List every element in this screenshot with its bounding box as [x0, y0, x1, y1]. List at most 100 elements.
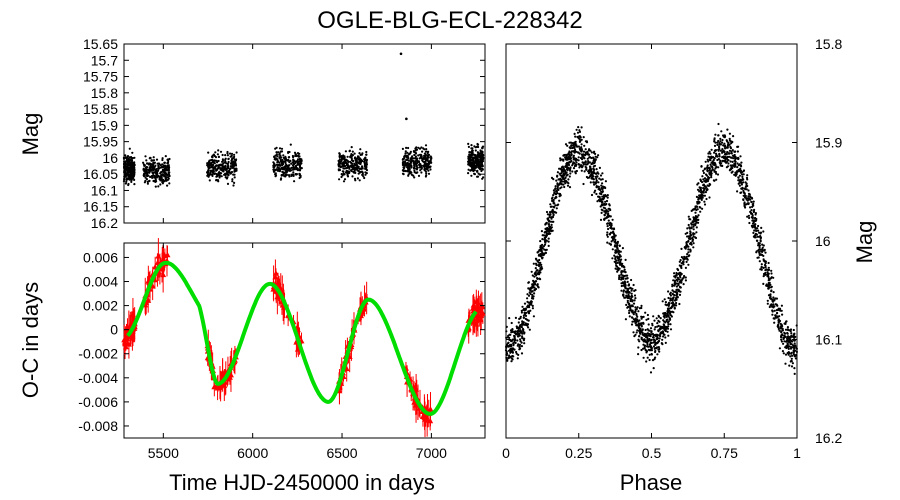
phase-point [717, 158, 721, 161]
phase-point [631, 300, 634, 303]
lc-point [210, 164, 213, 167]
phase-point [772, 317, 775, 320]
phase-point [608, 233, 612, 236]
lc-point [481, 153, 484, 156]
phase-point [570, 154, 573, 157]
phase-point [563, 185, 566, 189]
phase-point [762, 266, 765, 269]
lc-point [342, 172, 345, 175]
lc-point [159, 183, 162, 186]
phase-point [698, 186, 701, 189]
phase-point [640, 317, 643, 320]
phase-point [594, 189, 597, 192]
phase-point [532, 286, 535, 289]
phase-point [783, 335, 786, 338]
lc-point [146, 182, 149, 185]
phase-point [720, 164, 724, 167]
phase-point [609, 226, 612, 229]
lc-point [410, 164, 413, 167]
lc-point [294, 165, 298, 168]
lc-point [226, 182, 230, 185]
phase-point [598, 200, 602, 203]
phase-point [539, 255, 542, 258]
lc-point [233, 158, 236, 161]
phase-point [705, 180, 708, 183]
lc-point [344, 150, 347, 153]
lc-point [125, 180, 128, 183]
lc-point [277, 151, 280, 154]
phase-point [584, 140, 588, 143]
lc-point [123, 162, 126, 165]
lc-point [163, 161, 166, 164]
phase-point [630, 294, 633, 297]
phase-point [654, 343, 657, 346]
lc-point [217, 155, 220, 158]
phase-point [541, 234, 544, 237]
oc-point [160, 271, 167, 278]
phase-point [688, 218, 691, 221]
lc-point [349, 154, 353, 157]
lc-point [219, 167, 222, 170]
phase-point [762, 282, 765, 285]
phase-point [556, 204, 559, 207]
phase-point [784, 362, 787, 365]
phase-point [668, 303, 671, 306]
phase-point [667, 290, 670, 293]
lc-point [129, 173, 132, 176]
phase-point [577, 156, 580, 159]
lc-point [471, 147, 474, 150]
phase-point [657, 346, 661, 349]
lc-point [157, 169, 160, 172]
phase-point [661, 300, 664, 303]
phase-point [510, 331, 513, 334]
phase-point [706, 184, 709, 187]
lc-point [124, 182, 127, 185]
lc-point [145, 178, 148, 181]
phase-point [786, 326, 790, 329]
lc-point [479, 158, 482, 161]
phase-point [511, 349, 514, 352]
phase-point [755, 251, 758, 254]
phase-point [656, 325, 659, 328]
phase-point [664, 301, 668, 304]
lc-point [218, 171, 221, 174]
phase-point [625, 303, 628, 306]
phase-point [750, 201, 753, 204]
lc-point [365, 163, 368, 166]
lc-point [337, 169, 340, 172]
phase-point [769, 293, 772, 296]
phase-point [780, 340, 784, 343]
phase-point [699, 210, 702, 213]
phase-point [550, 210, 553, 213]
lc-point [124, 175, 127, 178]
phase-point [590, 151, 593, 154]
phase-point [757, 229, 760, 232]
lc-point [217, 159, 220, 163]
lc-point [298, 152, 301, 155]
phase-point [672, 279, 675, 282]
phase-point [680, 256, 684, 259]
phase-point [601, 172, 604, 175]
lc-point [168, 182, 171, 185]
phase-point [628, 309, 631, 312]
phase-point [648, 353, 651, 356]
phase-point [511, 347, 514, 350]
lc-point [292, 171, 295, 174]
lc-point [230, 152, 234, 155]
phase-point [698, 194, 701, 197]
phase-point [527, 294, 531, 297]
phase-point [692, 232, 695, 235]
phase-point [767, 275, 770, 278]
phase-point [603, 214, 606, 217]
lc-point [278, 147, 282, 150]
phase-point [545, 228, 548, 231]
phase-point [636, 306, 639, 309]
lc-point [154, 185, 157, 188]
lc-point [414, 155, 417, 158]
lc-point [207, 162, 210, 165]
lc-point [284, 161, 287, 165]
lc-point [128, 156, 131, 159]
lc-point [467, 145, 470, 148]
lc-point [206, 171, 209, 174]
phase-point [560, 168, 563, 171]
